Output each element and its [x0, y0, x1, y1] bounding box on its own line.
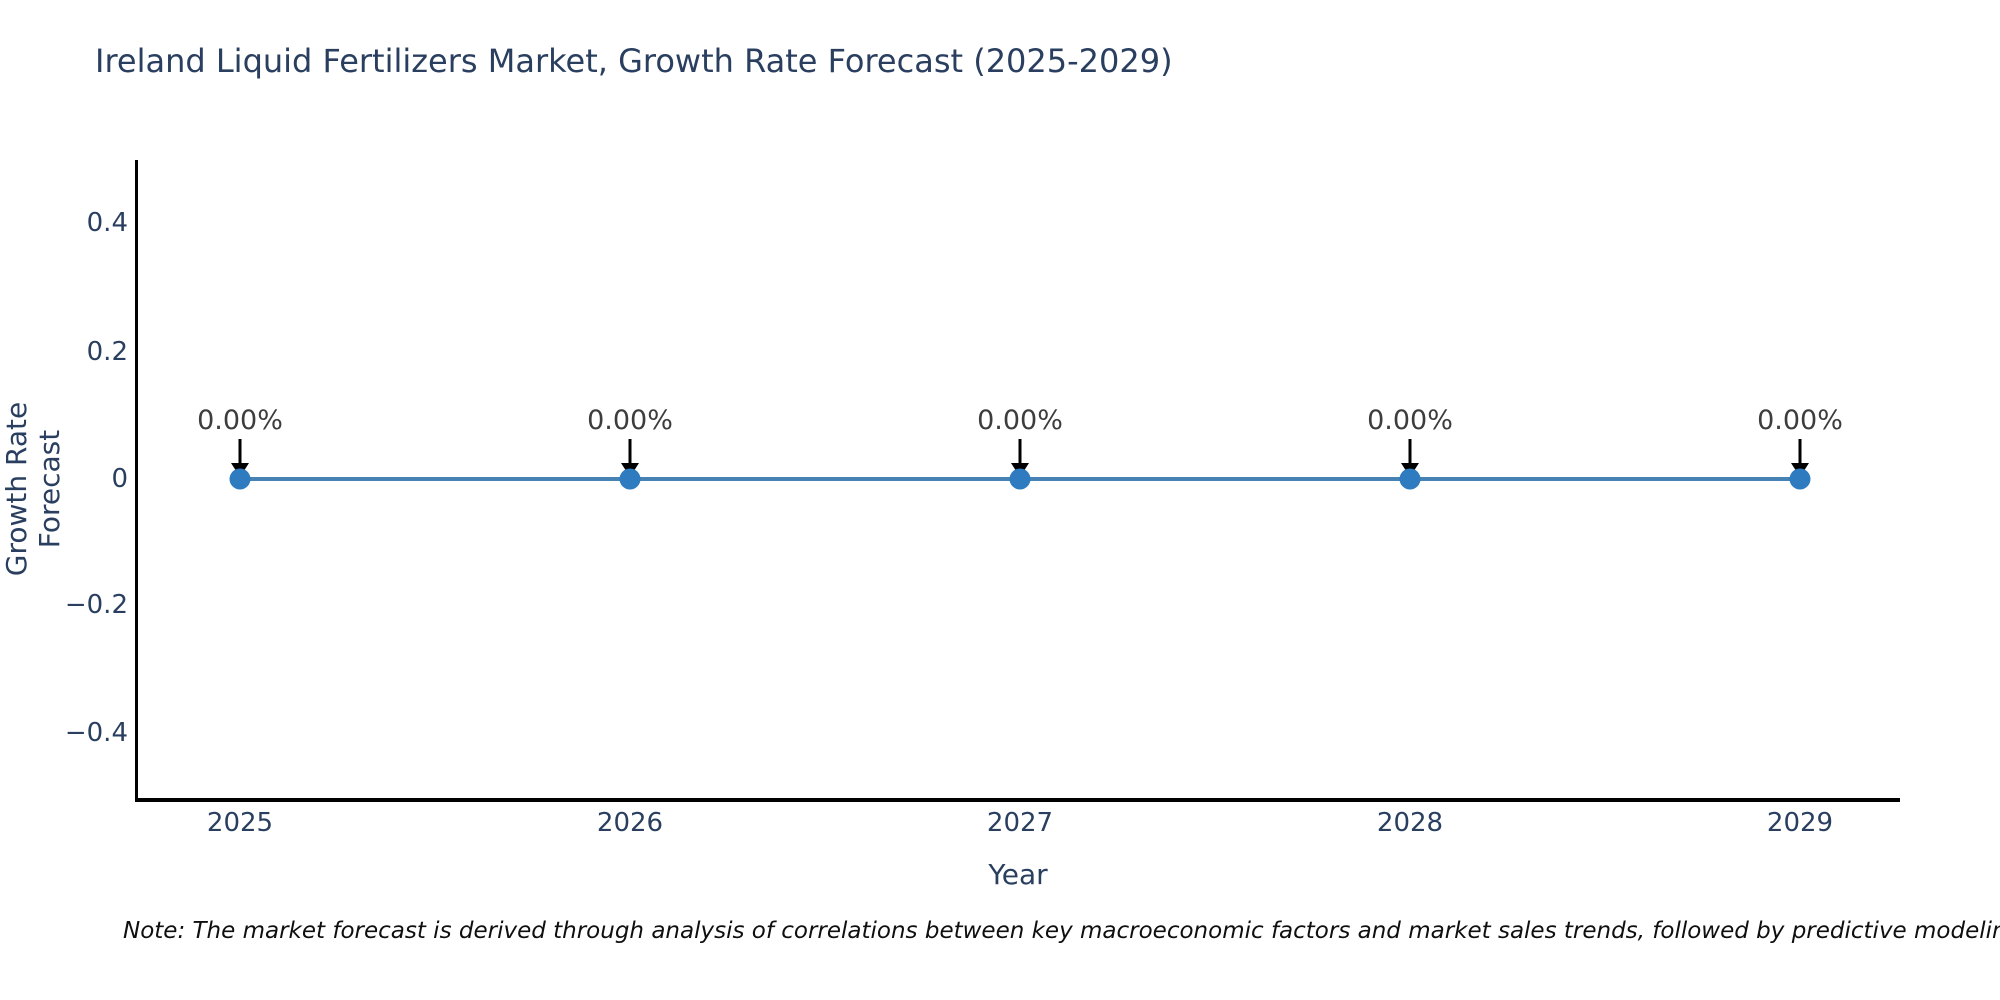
- x-axis-title: Year: [988, 858, 1048, 891]
- data-point-marker: [1009, 468, 1031, 490]
- x-tick-label: 2028: [1376, 808, 1444, 838]
- x-tick-label: 2025: [206, 808, 274, 838]
- annotation-arrow-shaft: [1798, 439, 1802, 464]
- annotation-arrow-shaft: [628, 439, 632, 464]
- data-point-marker: [619, 468, 641, 490]
- y-axis-line: [135, 160, 138, 802]
- annotation-arrow-shaft: [1408, 439, 1412, 464]
- data-point-marker: [1399, 468, 1421, 490]
- x-tick-label: 2026: [596, 808, 664, 838]
- annotation-arrow-shaft: [238, 439, 242, 464]
- data-point-marker: [229, 468, 251, 490]
- x-tick-label: 2029: [1766, 808, 1834, 838]
- x-tick-label: 2027: [986, 808, 1054, 838]
- chart-title: Ireland Liquid Fertilizers Market, Growt…: [95, 42, 1173, 80]
- y-tick-label: 0.2: [86, 337, 128, 367]
- point-annotation: 0.00%: [977, 405, 1063, 436]
- point-annotation: 0.00%: [197, 405, 283, 436]
- footnote: Note: The market forecast is derived thr…: [123, 918, 2000, 944]
- y-tick-label: 0: [111, 464, 128, 494]
- point-annotation: 0.00%: [1757, 405, 1843, 436]
- x-axis-line: [135, 798, 1900, 802]
- point-annotation: 0.00%: [587, 405, 673, 436]
- data-point-marker: [1789, 468, 1811, 490]
- annotation-arrow-shaft: [1018, 439, 1022, 464]
- point-annotation: 0.00%: [1367, 405, 1453, 436]
- y-tick-label: −0.2: [64, 590, 128, 620]
- y-tick-label: 0.4: [86, 208, 128, 238]
- y-tick-label: −0.4: [64, 718, 128, 748]
